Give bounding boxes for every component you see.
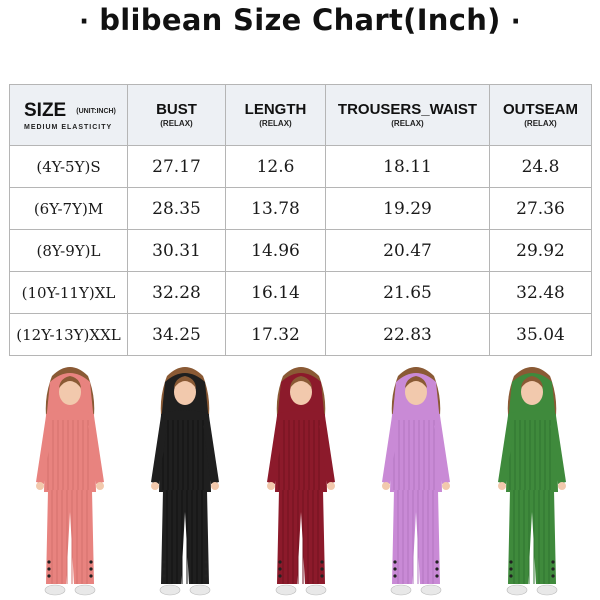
- model-photo-black: [137, 362, 233, 600]
- trousers-waist-cell: 21.65: [325, 271, 490, 314]
- outseam-cell: 27.36: [489, 187, 592, 230]
- column-header-sub: (RELAX): [259, 118, 292, 128]
- column-header-label: OUTSEAM: [503, 100, 578, 118]
- length-cell: 13.78: [225, 187, 326, 230]
- length-column-header: LENGTH (RELAX): [225, 84, 326, 146]
- size-cell: (6Y-7Y)M: [9, 187, 128, 230]
- length-cell: 16.14: [225, 271, 326, 314]
- bust-cell: 30.31: [127, 229, 226, 272]
- outseam-cell: 24.8: [489, 145, 592, 188]
- length-cell: 14.96: [225, 229, 326, 272]
- size-cell: (8Y-9Y)L: [9, 229, 128, 272]
- bust-cell: 32.28: [127, 271, 226, 314]
- table-row: (10Y-11Y)XL 32.28 16.14 21.65 32.48: [9, 271, 592, 314]
- size-cell: (12Y-13Y)XXL: [9, 313, 128, 356]
- table-header-row: SIZE (UNIT:INCH) MEDIUM ELASTICITY BUST (…: [9, 84, 592, 146]
- trousers-waist-cell: 18.11: [325, 145, 490, 188]
- column-header-sub: (RELAX): [524, 118, 557, 128]
- outseam-cell: 32.48: [489, 271, 592, 314]
- model-photo-burgundy: [253, 362, 349, 600]
- model-photo-green: [484, 362, 580, 600]
- title-dot-right: ·: [510, 7, 521, 37]
- column-header-label: BUST: [156, 100, 197, 118]
- size-header-elasticity: MEDIUM ELASTICITY: [24, 123, 113, 131]
- model-photo-lavender: [368, 362, 464, 600]
- bust-cell: 27.17: [127, 145, 226, 188]
- size-cell: (10Y-11Y)XL: [9, 271, 128, 314]
- bust-cell: 28.35: [127, 187, 226, 230]
- bust-column-header: BUST (RELAX): [127, 84, 226, 146]
- size-header-unit: (UNIT:INCH): [76, 107, 116, 115]
- table-row: (12Y-13Y)XXL 34.25 17.32 22.83 35.04: [9, 313, 592, 356]
- model-photo-strip: [0, 362, 600, 600]
- column-header-label: LENGTH: [244, 100, 307, 118]
- outseam-cell: 29.92: [489, 229, 592, 272]
- size-table: SIZE (UNIT:INCH) MEDIUM ELASTICITY BUST (…: [9, 84, 592, 356]
- size-cell: (4Y-5Y)S: [9, 145, 128, 188]
- table-row: (8Y-9Y)L 30.31 14.96 20.47 29.92: [9, 229, 592, 272]
- outseam-column-header: OUTSEAM (RELAX): [489, 84, 592, 146]
- size-column-header: SIZE (UNIT:INCH) MEDIUM ELASTICITY: [9, 84, 128, 146]
- trousers-waist-cell: 22.83: [325, 313, 490, 356]
- trousers-waist-cell: 20.47: [325, 229, 490, 272]
- table-row: (4Y-5Y)S 27.17 12.6 18.11 24.8: [9, 145, 592, 188]
- title-dot-left: ·: [79, 7, 90, 37]
- length-cell: 17.32: [225, 313, 326, 356]
- size-header-label: SIZE: [24, 99, 67, 121]
- column-header-sub: (RELAX): [391, 118, 424, 128]
- title-text: blibean Size Chart(Inch): [99, 3, 501, 37]
- chart-title: · blibean Size Chart(Inch) ·: [0, 2, 600, 38]
- outseam-cell: 35.04: [489, 313, 592, 356]
- column-header-label: TROUSERS_WAIST: [337, 100, 478, 118]
- trousers-waist-cell: 19.29: [325, 187, 490, 230]
- model-photo-pink: [22, 362, 118, 600]
- table-row: (6Y-7Y)M 28.35 13.78 19.29 27.36: [9, 187, 592, 230]
- bust-cell: 34.25: [127, 313, 226, 356]
- length-cell: 12.6: [225, 145, 326, 188]
- trousers-waist-column-header: TROUSERS_WAIST (RELAX): [325, 84, 490, 146]
- column-header-sub: (RELAX): [160, 118, 193, 128]
